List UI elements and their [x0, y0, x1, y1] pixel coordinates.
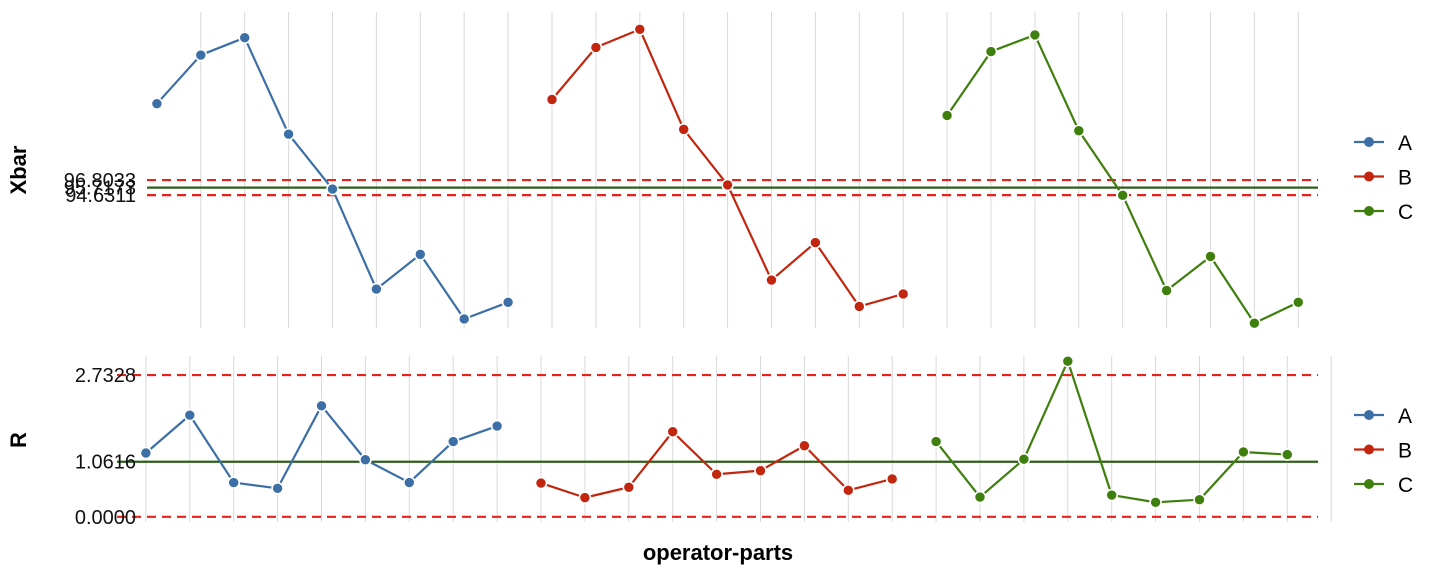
r-point-A — [139, 446, 153, 460]
r-legend-label-C: C — [1398, 474, 1413, 497]
r-legend-key-dot-C — [1364, 479, 1374, 489]
r-point-B — [622, 480, 636, 494]
r-legend-key-dot-B — [1364, 444, 1374, 455]
r-point-A — [490, 419, 504, 433]
r-point-B — [754, 464, 767, 477]
r-legend-key-dot-A — [1364, 410, 1374, 420]
r-point-C — [929, 435, 943, 448]
r-point-A — [315, 399, 328, 413]
x-axis-title: operator-parts — [643, 540, 793, 565]
xbar-legend-label-C: C — [1398, 201, 1413, 224]
xbar-point-C — [940, 109, 954, 122]
xbar-point-B — [589, 41, 603, 54]
r-point-A — [183, 408, 197, 422]
r-point-A — [446, 435, 460, 448]
xbar-point-B — [852, 300, 866, 313]
xbar-legend-key-dot-B — [1364, 171, 1374, 182]
r-point-C — [1281, 448, 1294, 461]
r-point-C — [1193, 493, 1206, 506]
r-point-C — [1105, 488, 1118, 502]
r-point-B — [710, 467, 723, 481]
xbar-point-A — [413, 248, 427, 261]
xbar-point-C — [1204, 250, 1217, 263]
r-y-tick-label: 2.7328 — [75, 365, 136, 387]
xbar-y-tick-label: 94.6311 — [65, 185, 136, 207]
xbar-legend-label-B: B — [1398, 167, 1412, 190]
r-point-A — [402, 476, 416, 489]
r-point-B — [578, 491, 592, 504]
xbar-point-C — [1248, 316, 1261, 330]
xbar-point-C — [1160, 284, 1173, 297]
xbar-point-B — [633, 23, 647, 36]
xbar-legend-label-A: A — [1398, 132, 1412, 155]
r-point-A — [271, 481, 284, 495]
xbar-y-axis-title: Xbar — [6, 145, 31, 194]
xbar-legend-key-dot-A — [1364, 137, 1374, 147]
xbar-point-C — [1028, 28, 1042, 42]
xbar-y-tick-label: 95.7173 — [64, 178, 136, 200]
r-legend: ABC — [1354, 405, 1413, 497]
r-point-B — [885, 472, 899, 486]
xbar-point-A — [326, 182, 339, 196]
xbar-point-C — [1072, 124, 1086, 138]
r-panel: 2.7328 1.0616 0.0000 ABC — [75, 354, 1413, 529]
r-point-C — [1061, 354, 1075, 368]
xbar-point-B — [545, 93, 559, 106]
r-point-B — [534, 476, 548, 490]
r-y-tick-label: 1.0616 — [75, 452, 136, 474]
r-point-C — [1149, 495, 1162, 509]
xbar-point-B — [677, 123, 691, 136]
r-point-C — [1017, 452, 1031, 466]
xbar-point-B — [896, 287, 910, 301]
xbar-y-tick-label: 96.8033 — [64, 170, 136, 192]
xbar-point-A — [501, 296, 515, 309]
r-point-B — [666, 425, 680, 439]
xbar-point-C — [1116, 189, 1129, 202]
r-point-B — [841, 484, 855, 497]
xbar-point-A — [194, 48, 208, 62]
r-y-tick-label: 0.0000 — [75, 507, 136, 529]
r-point-A — [227, 476, 240, 489]
xbar-point-A — [282, 127, 295, 141]
xbar-point-C — [984, 45, 998, 58]
r-point-C — [1237, 445, 1250, 459]
r-legend-label-A: A — [1398, 405, 1412, 428]
r-point-A — [359, 453, 372, 467]
xbar-legend: ABC — [1354, 132, 1413, 224]
r-y-axis-title: R — [6, 432, 31, 448]
r-legend-label-B: B — [1398, 440, 1412, 463]
r-point-B — [798, 439, 811, 453]
xbar-point-B — [765, 273, 778, 287]
xbar-point-B — [721, 178, 734, 192]
r-point-C — [973, 490, 987, 504]
xbar-legend-key-dot-C — [1364, 206, 1374, 216]
xbar-point-C — [1292, 296, 1305, 309]
xbar-point-B — [809, 236, 822, 249]
xbar-point-A — [150, 97, 164, 110]
xbar-point-A — [457, 312, 471, 326]
xbar-point-A — [370, 282, 383, 296]
xbar-point-A — [238, 31, 251, 44]
